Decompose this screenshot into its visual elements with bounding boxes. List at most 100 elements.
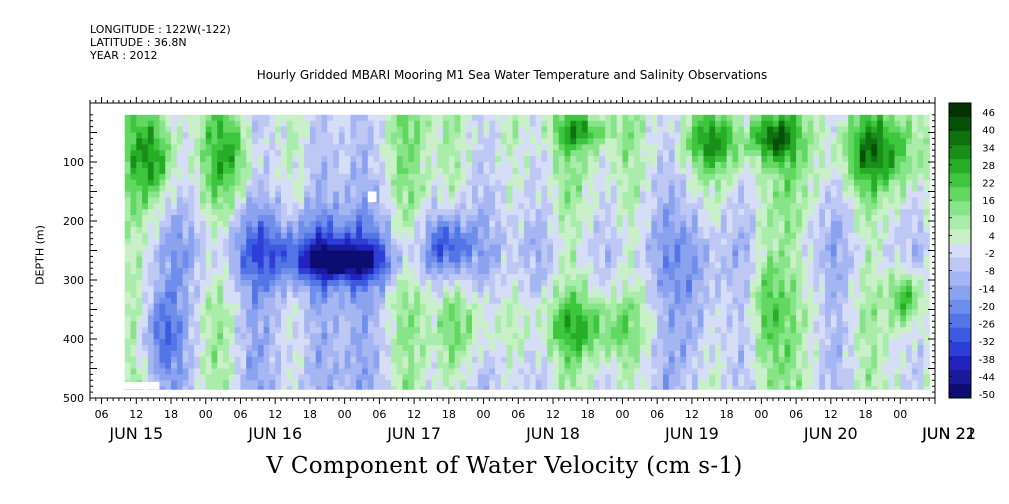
- heatmap-cell: [564, 268, 571, 275]
- heatmap-cell: [628, 179, 635, 187]
- heatmap-cell: [385, 350, 392, 358]
- heatmap-cell: [286, 203, 294, 210]
- heatmap-cell: [512, 232, 519, 240]
- heatmap-cell: [269, 374, 276, 381]
- heatmap-cell: [535, 303, 543, 311]
- heatmap-cell: [286, 179, 294, 187]
- heatmap-cell: [228, 386, 236, 390]
- heatmap-cell: [483, 297, 490, 305]
- heatmap-cell: [529, 291, 537, 299]
- heatmap-cell: [477, 156, 485, 163]
- heatmap-cell: [587, 156, 595, 163]
- heatmap-cell: [321, 215, 328, 222]
- heatmap-cell: [199, 268, 207, 275]
- heatmap-cell: [570, 126, 577, 134]
- heatmap-cell: [269, 280, 276, 287]
- heatmap-cell: [581, 209, 589, 216]
- heatmap-cell: [662, 238, 670, 246]
- heatmap-cell: [634, 144, 641, 151]
- heatmap-cell: [651, 238, 658, 246]
- heatmap-cell: [194, 285, 201, 293]
- heatmap-cell: [535, 268, 543, 275]
- heatmap-cell: [628, 303, 635, 311]
- heatmap-cell: [628, 203, 635, 210]
- heatmap-cell: [651, 185, 658, 193]
- heatmap-cell: [732, 132, 739, 139]
- heatmap-cell: [581, 126, 589, 134]
- heatmap-cell: [425, 238, 433, 246]
- heatmap-cell: [715, 368, 722, 375]
- heatmap-cell: [194, 327, 201, 334]
- heatmap-cell: [338, 191, 346, 198]
- heatmap-cell: [124, 374, 132, 381]
- heatmap-cell: [460, 386, 467, 390]
- heatmap-cell: [616, 297, 624, 305]
- heatmap-cell: [547, 268, 554, 275]
- heatmap-cell: [547, 303, 554, 311]
- heatmap-cell: [697, 173, 705, 181]
- heatmap-cell: [668, 156, 676, 163]
- heatmap-cell: [309, 114, 317, 122]
- heatmap-cell: [240, 226, 247, 234]
- heatmap-cell: [159, 120, 166, 128]
- heatmap-cell: [437, 162, 444, 169]
- heatmap-cell: [385, 191, 392, 198]
- heatmap-cell: [240, 120, 247, 128]
- heatmap-cell: [199, 285, 207, 293]
- heatmap-cell: [599, 226, 606, 234]
- heatmap-cell: [529, 309, 537, 316]
- heatmap-cell: [136, 132, 143, 139]
- heatmap-cell: [344, 226, 352, 234]
- heatmap-cell: [362, 350, 369, 358]
- heatmap-cell: [657, 144, 664, 151]
- heatmap-cell: [657, 362, 664, 370]
- heatmap-cell: [553, 203, 560, 210]
- heatmap-cell: [477, 232, 485, 240]
- heatmap-cell: [593, 256, 600, 263]
- heatmap-cell: [691, 209, 699, 216]
- heatmap-cell: [732, 309, 739, 316]
- heatmap-cell: [124, 144, 132, 151]
- heatmap-cell: [350, 126, 357, 134]
- heatmap-cell: [309, 144, 317, 151]
- heatmap-cell: [199, 368, 207, 375]
- heatmap-cell: [657, 203, 664, 210]
- heatmap-cell: [662, 167, 670, 175]
- heatmap-cell: [691, 321, 699, 328]
- heatmap-cell: [495, 203, 502, 210]
- heatmap-cell: [194, 386, 201, 390]
- heatmap-cell: [553, 268, 560, 275]
- heatmap-cell: [512, 167, 519, 175]
- heatmap-cell: [443, 262, 450, 269]
- heatmap-cell: [333, 380, 340, 387]
- heatmap-cell: [622, 203, 629, 210]
- heatmap-cell: [477, 132, 485, 139]
- heatmap-cell: [628, 244, 635, 252]
- heatmap-cell: [269, 221, 276, 228]
- heatmap-cell: [454, 150, 462, 157]
- heatmap-cell: [205, 291, 213, 299]
- heatmap-cell: [142, 126, 149, 134]
- heatmap-cell: [634, 374, 641, 381]
- heatmap-cell: [147, 132, 155, 139]
- heatmap-cell: [327, 256, 334, 263]
- heatmap-cell: [298, 250, 305, 257]
- heatmap-cell: [298, 339, 305, 346]
- heatmap-cell: [657, 197, 664, 204]
- heatmap-cell: [703, 238, 710, 246]
- heatmap-cell: [535, 167, 543, 175]
- heatmap-cell: [471, 386, 479, 390]
- heatmap-cell: [524, 339, 531, 346]
- heatmap-cell: [720, 268, 728, 275]
- heatmap-cell: [165, 114, 172, 122]
- heatmap-cell: [194, 156, 201, 163]
- heatmap-cell: [367, 144, 375, 151]
- heatmap-cell: [715, 167, 722, 175]
- heatmap-cell: [199, 362, 207, 370]
- heatmap-cell: [408, 167, 415, 175]
- heatmap-cell: [275, 156, 282, 163]
- heatmap-cell: [130, 126, 137, 134]
- heatmap-cell: [165, 120, 172, 128]
- heatmap-cell: [738, 150, 745, 157]
- heatmap-cell: [385, 285, 392, 293]
